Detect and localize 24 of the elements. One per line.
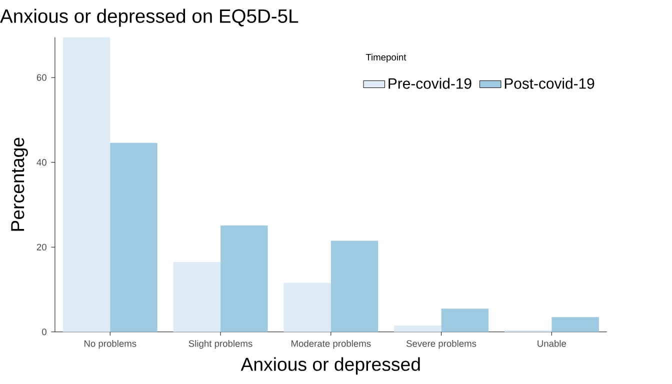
bar <box>62 37 110 332</box>
bar <box>110 142 158 332</box>
bar <box>552 317 599 332</box>
x-tick-label: Moderate problems <box>292 340 371 349</box>
x-axis-title: Anxious or depressed <box>240 357 420 375</box>
x-tick-label: Slight problems <box>188 340 252 349</box>
x-tick-label: Severe problems <box>406 340 476 349</box>
y-tick-label: 60 <box>36 74 46 81</box>
y-tick-label: 40 <box>36 158 46 166</box>
y-tick-label: 20 <box>36 244 46 250</box>
y-axis-title: Percentage <box>11 138 28 231</box>
legend-title: Timepoint <box>366 54 406 62</box>
bar <box>330 240 378 332</box>
bar <box>284 282 331 332</box>
y-tick-label: 0 <box>42 328 46 336</box>
bar <box>394 325 442 332</box>
legend-label: Post-covid-19 <box>504 78 594 89</box>
chart-title: Anxious or depressed on EQ5D-5L <box>0 8 298 27</box>
x-tick-label: Unable <box>538 340 566 347</box>
x-tick-label: No problems <box>84 340 136 349</box>
bar <box>220 225 268 332</box>
legend-label: Pre-covid-19 <box>388 78 472 89</box>
bar <box>441 308 489 332</box>
bar <box>173 262 221 332</box>
